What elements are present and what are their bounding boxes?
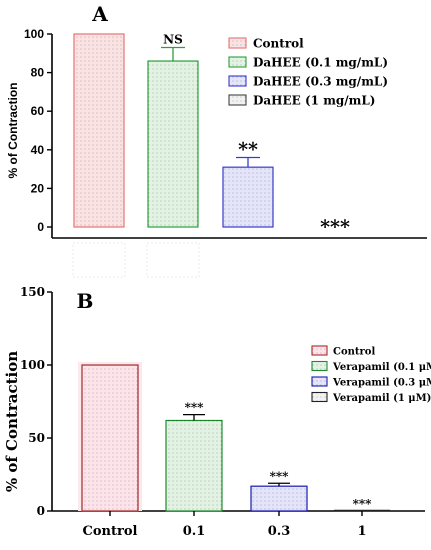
legend-swatch-texture-a (229, 76, 246, 86)
x-category-label-b: 0.3 (268, 524, 291, 539)
significance-label-a: ** (238, 139, 258, 161)
y-tick-label-a: 40 (31, 143, 45, 157)
y-tick-label-a: 0 (37, 220, 44, 234)
bar-texture-a (74, 34, 124, 227)
y-tick-label-b: 150 (20, 285, 45, 299)
legend-swatch-texture-a (229, 95, 246, 105)
x-category-label-b: Control (83, 524, 138, 539)
bar-texture-a (148, 61, 198, 227)
reflection-a (146, 242, 200, 278)
legend-label-b: Verapamil (0.3 μM) (332, 378, 431, 389)
chart-panel-b: B 0 50 100 150 % of Contraction Control *** 0.1 *… (3, 285, 431, 539)
y-tick-label-b: 50 (28, 431, 45, 445)
legend-label-a: DaHEE (1 mg/mL) (253, 94, 375, 108)
significance-label-b: *** (353, 497, 373, 511)
legend-label-b: Verapamil (0.1 μM) (332, 362, 431, 373)
legend-swatch-texture-b (312, 361, 327, 371)
significance-label-b: *** (270, 469, 290, 483)
legend-swatch-texture-b (312, 346, 327, 355)
y-tick-label-a: 60 (31, 104, 45, 118)
significance-label-a: NS (163, 33, 183, 47)
legend-swatch-texture-a (229, 38, 246, 48)
x-category-label-b: 1 (357, 524, 366, 539)
legend-swatch-texture-b (312, 377, 327, 386)
bar-texture-b (82, 365, 138, 511)
reflection-a (72, 242, 126, 278)
legend-label-a: Control (253, 37, 304, 51)
legend-label-a: DaHEE (0.3 mg/mL) (253, 75, 388, 89)
legend-swatch-texture-b (312, 392, 327, 402)
bar-texture-b (166, 420, 222, 511)
y-axis-label-a: % of Contraction (6, 83, 20, 179)
bar-texture-a (223, 167, 273, 227)
significance-label-a: *** (320, 216, 350, 238)
y-tick-label-a: 80 (31, 66, 45, 80)
bar-texture-b (251, 486, 307, 511)
y-tick-label-b: 100 (20, 358, 45, 372)
y-tick-label-b: 0 (37, 504, 45, 518)
y-axis-label-b: % of Contraction (3, 351, 21, 492)
y-tick-label-a: 100 (24, 27, 44, 41)
legend-swatch-texture-a (229, 57, 246, 67)
legend-label-b: Control (333, 347, 375, 358)
panel-label-b: B (77, 289, 94, 313)
significance-label-b: *** (185, 401, 205, 415)
x-category-label-b: 0.1 (183, 524, 206, 539)
panel-label-a: A (91, 2, 108, 26)
y-tick-label-a: 20 (31, 181, 45, 195)
legend-label-b: Verapamil (1 μM) (332, 393, 431, 404)
legend-label-a: DaHEE (0.1 mg/mL) (253, 56, 388, 70)
